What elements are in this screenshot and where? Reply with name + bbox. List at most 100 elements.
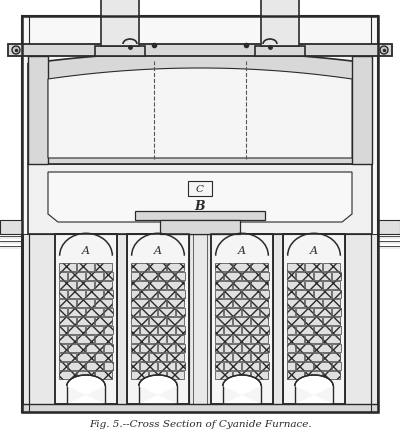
Bar [77, 263, 94, 271]
Bar [224, 362, 241, 370]
Text: A: A [154, 246, 162, 256]
Bar [296, 290, 313, 298]
Bar [215, 308, 223, 316]
Bar [352, 57, 372, 164]
Bar [296, 273, 313, 280]
Bar [305, 299, 322, 307]
Bar [242, 326, 259, 334]
Text: B: B [195, 200, 205, 213]
Bar [287, 308, 295, 316]
Bar [68, 362, 85, 370]
Bar [86, 362, 103, 370]
Bar [305, 317, 322, 325]
Bar [189, 234, 211, 404]
Bar [86, 308, 103, 316]
Bar [233, 281, 250, 289]
Polygon shape [48, 173, 352, 223]
Bar [131, 299, 148, 307]
Bar [251, 317, 268, 325]
Bar [23, 234, 55, 404]
Bar [176, 344, 185, 352]
Polygon shape [48, 69, 352, 159]
Bar [131, 273, 139, 280]
Bar [215, 281, 232, 289]
Bar [305, 263, 322, 271]
Bar [127, 234, 189, 404]
Bar [77, 299, 94, 307]
Bar [251, 335, 268, 343]
Bar [176, 308, 185, 316]
Bar [224, 344, 241, 352]
Bar [149, 299, 166, 307]
Bar [345, 234, 377, 404]
Bar [242, 308, 259, 316]
Bar [305, 335, 322, 343]
Bar [158, 326, 175, 334]
Bar [68, 308, 85, 316]
Bar [104, 290, 113, 298]
Bar [283, 234, 345, 404]
Bar [305, 353, 322, 361]
Bar [305, 281, 322, 289]
Bar [0, 220, 22, 234]
Text: C: C [196, 184, 204, 194]
Bar [211, 234, 273, 404]
Bar [176, 326, 185, 334]
Bar [176, 290, 185, 298]
Bar [28, 57, 48, 164]
Bar [251, 299, 268, 307]
Bar [158, 273, 175, 280]
Circle shape [12, 47, 20, 55]
Bar [211, 234, 273, 404]
Bar [59, 353, 76, 361]
Text: A: A [82, 246, 90, 256]
Bar [59, 362, 67, 370]
Bar [233, 371, 250, 379]
Bar [68, 290, 85, 298]
Bar [59, 344, 67, 352]
Bar [260, 326, 269, 334]
Bar [101, 0, 139, 47]
Bar [86, 290, 103, 298]
Bar [296, 326, 313, 334]
Bar [287, 263, 304, 271]
Bar [59, 308, 67, 316]
Bar [332, 344, 341, 352]
Bar [167, 281, 184, 289]
Bar [131, 335, 148, 343]
Bar [242, 344, 259, 352]
Bar [131, 344, 139, 352]
Bar [127, 234, 189, 404]
Bar [131, 263, 148, 271]
Polygon shape [127, 234, 189, 256]
Bar [215, 371, 232, 379]
Bar [296, 362, 313, 370]
Bar [86, 344, 103, 352]
Bar [95, 299, 112, 307]
Bar [314, 362, 331, 370]
Bar [140, 344, 157, 352]
Text: A: A [238, 246, 246, 256]
Bar [287, 290, 295, 298]
Bar [378, 220, 400, 234]
Bar [215, 290, 223, 298]
Polygon shape [55, 234, 117, 256]
Bar [104, 344, 113, 352]
Bar [149, 335, 166, 343]
Bar [260, 362, 269, 370]
Bar [323, 263, 340, 271]
Bar [59, 290, 67, 298]
Bar [215, 263, 232, 271]
Bar [104, 273, 113, 280]
Bar [77, 335, 94, 343]
Text: Fig. 5.--Cross Section of Cyanide Furnace.: Fig. 5.--Cross Section of Cyanide Furnac… [89, 419, 311, 428]
Bar [332, 290, 341, 298]
Circle shape [380, 47, 388, 55]
Bar [59, 281, 76, 289]
Bar [28, 164, 372, 234]
Bar [323, 281, 340, 289]
Bar [314, 290, 331, 298]
Bar [260, 273, 269, 280]
Bar [287, 326, 295, 334]
Bar [131, 281, 148, 289]
